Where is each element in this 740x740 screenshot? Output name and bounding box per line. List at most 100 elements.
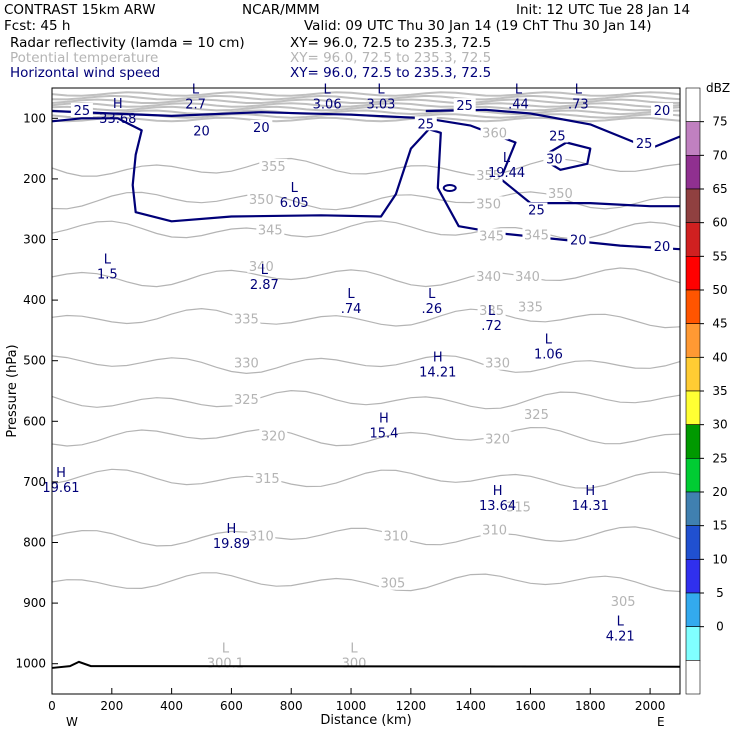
x-axis: 0 200 400 600 800 1000 1200 1400 1600 1800 2000 [48,688,665,713]
wind-contour [51,109,680,208]
theta-label-bg [232,355,261,370]
theta-contour-305 [51,572,681,593]
theta-label: 355 [476,169,501,184]
theta-label-bg [232,392,261,407]
y-tick-label: 200 [23,172,46,186]
x-tick-label: 1800 [575,699,606,713]
extremum-type: H [227,522,237,537]
x-tick-label: 600 [220,699,243,713]
extremum-value: 1.5 [97,268,118,283]
theta-label-bg [474,269,503,284]
theta-label: 350 [249,193,274,208]
theta-label: 340 [515,270,540,285]
theta-label-bg [247,528,276,543]
colorbar-label: 20 [712,485,727,499]
theta-label: 315 [506,500,531,515]
theta-label-bg [516,299,545,314]
extremum-type: L [222,642,230,657]
colorbar-swatch [685,121,701,156]
theta-label-bg [256,222,285,237]
extremum-value: .73 [568,97,589,112]
wind-label: 25 [74,104,91,119]
theta-upper-band [51,98,681,105]
contour-labels: 355 350 345 345 345 340 340 340 335 335 335 330 330 3… [70,98,674,610]
x-end-label-east: E [657,715,665,729]
wind-label: 25 [528,203,545,218]
theta-label-bg [247,192,276,207]
extremum-type: L [323,82,331,97]
y-axis-label: Pressure (hPa) [5,344,20,437]
extremum-type: L [261,263,269,278]
extremum-type: L [503,151,511,166]
theta-label: 310 [383,529,408,544]
extremum-type: L [377,82,385,97]
extremum-type: L [347,287,355,302]
theta-label: 335 [479,304,504,319]
theta-label-bg [480,522,509,537]
y-tick-label: 500 [23,354,46,368]
extremum-value: .44 [508,97,529,112]
theta-label: 325 [234,393,259,408]
colorbar-swatch [685,256,701,291]
y-tick-label: 100 [23,111,46,125]
y-axis: 100 200 300 400 500 600 700 800 900 1000 [15,111,58,671]
colorbar-swatch [685,155,701,190]
wind-label: 25 [549,129,566,144]
theta-label: 320 [261,429,286,444]
wind-label: 20 [654,240,671,255]
theta-label: 345 [258,223,283,238]
theta-contour-325 [51,389,681,410]
theta-label: 340 [249,260,274,275]
wind-label-bg [414,116,437,131]
x-tick-label: 1000 [336,699,367,713]
theta-label: 305 [381,577,406,592]
extremum-value: .74 [341,302,362,317]
colorbar-swatch [685,458,701,493]
theta-label-bg [480,125,509,140]
colorbar-label: 0 [716,620,724,634]
theta-label-bg [474,167,503,182]
extremum-value: 2.7 [185,97,206,112]
theta-label-bg [546,186,575,201]
y-tick-label: 400 [23,293,46,307]
extremum-value: .26 [421,302,442,317]
colorbar-swatch [685,357,701,392]
wind-label-bg [651,238,674,253]
wind-label-bg [250,119,273,134]
wind-contour-small-cell [442,183,457,192]
theta-contour-315 [51,468,681,489]
y-tick-label: 800 [23,536,46,550]
colorbar-label: 25 [712,451,727,465]
wind-label: 25 [636,137,653,152]
field-reflectivity: Radar reflectivity (lamda = 10 cm) [10,35,245,51]
extremum-value: 13.64 [479,499,516,514]
organization: NCAR/MMM [242,2,320,18]
theta-label-bg [483,355,512,370]
y-tick-label: 300 [23,233,46,247]
extremum-type: H [493,484,503,499]
wind-label-bg [543,151,566,166]
colorbar-swatch [685,626,701,661]
theta-contour-335 [51,307,681,329]
x-tick-label: 0 [48,699,56,713]
colorbar-swatch [685,592,701,627]
valid-time: Valid: 09 UTC Thu 30 Jan 14 (19 ChT Thu … [304,18,652,34]
y-tick-label: 600 [23,414,46,428]
theta-label: 315 [255,472,280,487]
colorbar-swatch [685,424,701,459]
theta-label: 345 [524,228,549,243]
wind-label: 20 [193,125,210,140]
extremum-type: L [617,614,625,629]
extremum-value: 6.05 [280,196,309,211]
forecast-hour: Fcst: 45 h [4,18,70,34]
extremum-value: 15.4 [369,426,398,441]
terrain-line [51,660,681,669]
colorbar-label: 75 [712,115,727,129]
colorbar-label: 65 [712,182,727,196]
colorbar-label: 30 [712,418,727,432]
theta-label: 325 [524,408,549,423]
theta-label-bg [609,593,638,608]
colorbar-label: 40 [712,350,727,364]
colorbar-label: 15 [712,519,727,533]
